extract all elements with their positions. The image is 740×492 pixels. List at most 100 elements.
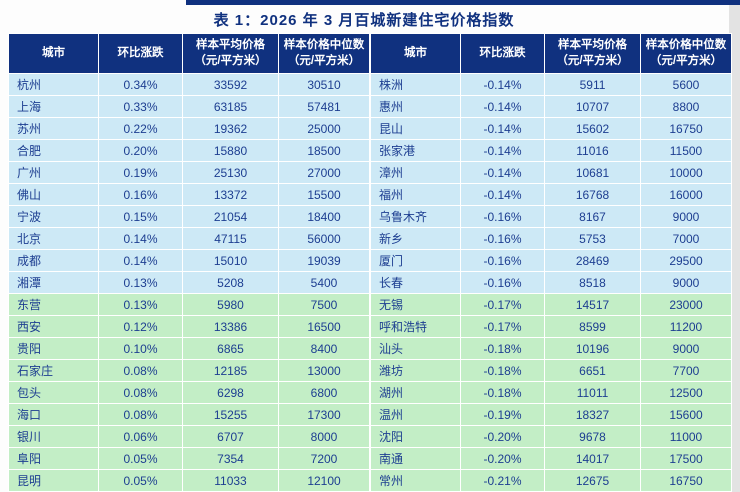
city-cell: 杭州 xyxy=(8,73,99,96)
avg-price-cell: 5911 xyxy=(544,73,641,96)
avg-price-cell: 10681 xyxy=(544,161,641,184)
median-price-cell: 13000 xyxy=(278,359,370,382)
city-cell: 长春 xyxy=(370,271,461,294)
table-row: 惠州 -0.14% 10707 8800 xyxy=(370,95,732,118)
avg-price-cell: 15010 xyxy=(182,249,279,272)
median-price-cell: 7500 xyxy=(278,293,370,316)
median-price-cell: 7000 xyxy=(640,227,732,250)
change-cell: 0.14% xyxy=(98,249,183,272)
change-cell: -0.16% xyxy=(460,249,545,272)
avg-price-cell: 11033 xyxy=(182,469,279,492)
change-cell: 0.14% xyxy=(98,227,183,250)
city-cell: 银川 xyxy=(8,425,99,448)
city-cell: 潍坊 xyxy=(370,359,461,382)
avg-price-cell: 11011 xyxy=(544,381,641,404)
table-row: 银川 0.06% 6707 8000 xyxy=(8,425,370,448)
table-title: 表 1：2026 年 3 月百城新建住宅价格指数 xyxy=(213,12,515,29)
table-row: 贵阳 0.10% 6865 8400 xyxy=(8,337,370,360)
change-cell: -0.20% xyxy=(460,425,545,448)
avg-price-cell: 5980 xyxy=(182,293,279,316)
table-row: 乌鲁木齐 -0.16% 8167 9000 xyxy=(370,205,732,228)
column-header: 样本价格中位数 （元/平方米） xyxy=(640,33,732,74)
city-cell: 福州 xyxy=(370,183,461,206)
city-cell: 昆明 xyxy=(8,469,99,492)
median-price-cell: 12100 xyxy=(278,469,370,492)
change-cell: -0.14% xyxy=(460,117,545,140)
city-cell: 北京 xyxy=(8,227,99,250)
change-cell: 0.34% xyxy=(98,73,183,96)
price-table-left: 城市 环比涨跌 样本平均价格 （元/平方米） 样本价格中位数 （元/平方米） 杭州 0.34… xyxy=(8,33,370,492)
avg-price-cell: 13386 xyxy=(182,315,279,338)
scrollbar-track[interactable] xyxy=(729,0,740,492)
avg-price-cell: 5753 xyxy=(544,227,641,250)
table-row: 合肥 0.20% 15880 18500 xyxy=(8,139,370,162)
city-cell: 温州 xyxy=(370,403,461,426)
city-cell: 厦门 xyxy=(370,249,461,272)
change-cell: 0.08% xyxy=(98,403,183,426)
city-cell: 汕头 xyxy=(370,337,461,360)
table-row: 海口 0.08% 15255 17300 xyxy=(8,403,370,426)
avg-price-cell: 15602 xyxy=(544,117,641,140)
median-price-cell: 57481 xyxy=(278,95,370,118)
median-price-cell: 16000 xyxy=(640,183,732,206)
city-cell: 乌鲁木齐 xyxy=(370,205,461,228)
tables-container: 城市 环比涨跌 样本平均价格 （元/平方米） 样本价格中位数 （元/平方米） 杭州 0.34… xyxy=(8,33,732,492)
table-body-left: 杭州 0.34% 33592 30510 上海 0.33% 63185 57481 苏州 0.22… xyxy=(8,73,370,492)
median-price-cell: 18500 xyxy=(278,139,370,162)
median-price-cell: 5600 xyxy=(640,73,732,96)
header-row: 城市 环比涨跌 样本平均价格 （元/平方米） 样本价格中位数 （元/平方米） xyxy=(370,33,732,74)
change-cell: 0.16% xyxy=(98,183,183,206)
table-row: 杭州 0.34% 33592 30510 xyxy=(8,73,370,96)
change-cell: -0.18% xyxy=(460,359,545,382)
column-header: 环比涨跌 xyxy=(460,33,545,74)
table-row: 上海 0.33% 63185 57481 xyxy=(8,95,370,118)
table-row: 漳州 -0.14% 10681 10000 xyxy=(370,161,732,184)
avg-price-cell: 11016 xyxy=(544,139,641,162)
change-cell: -0.16% xyxy=(460,205,545,228)
change-cell: 0.06% xyxy=(98,425,183,448)
table-row: 西安 0.12% 13386 16500 xyxy=(8,315,370,338)
city-cell: 石家庄 xyxy=(8,359,99,382)
city-cell: 阜阳 xyxy=(8,447,99,470)
table-row: 阜阳 0.05% 7354 7200 xyxy=(8,447,370,470)
table-row: 沈阳 -0.20% 9678 11000 xyxy=(370,425,732,448)
avg-price-cell: 47115 xyxy=(182,227,279,250)
median-price-cell: 9000 xyxy=(640,337,732,360)
avg-price-cell: 19362 xyxy=(182,117,279,140)
table-row: 成都 0.14% 15010 19039 xyxy=(8,249,370,272)
city-cell: 苏州 xyxy=(8,117,99,140)
change-cell: -0.20% xyxy=(460,447,545,470)
avg-price-cell: 14517 xyxy=(544,293,641,316)
median-price-cell: 12500 xyxy=(640,381,732,404)
avg-price-cell: 13372 xyxy=(182,183,279,206)
avg-price-cell: 15255 xyxy=(182,403,279,426)
avg-price-cell: 10707 xyxy=(544,95,641,118)
median-price-cell: 17500 xyxy=(640,447,732,470)
change-cell: -0.14% xyxy=(460,95,545,118)
median-price-cell: 8000 xyxy=(278,425,370,448)
avg-price-cell: 21054 xyxy=(182,205,279,228)
median-price-cell: 8800 xyxy=(640,95,732,118)
median-price-cell: 9000 xyxy=(640,205,732,228)
change-cell: -0.14% xyxy=(460,139,545,162)
city-cell: 宁波 xyxy=(8,205,99,228)
table-row: 佛山 0.16% 13372 15500 xyxy=(8,183,370,206)
median-price-cell: 25000 xyxy=(278,117,370,140)
city-cell: 南通 xyxy=(370,447,461,470)
change-cell: -0.21% xyxy=(460,469,545,492)
column-header: 城市 xyxy=(8,33,99,74)
city-cell: 无锡 xyxy=(370,293,461,316)
change-cell: -0.14% xyxy=(460,73,545,96)
change-cell: 0.05% xyxy=(98,469,183,492)
city-cell: 沈阳 xyxy=(370,425,461,448)
avg-price-cell: 14017 xyxy=(544,447,641,470)
column-header: 城市 xyxy=(370,33,461,74)
city-cell: 张家港 xyxy=(370,139,461,162)
median-price-cell: 16750 xyxy=(640,117,732,140)
change-cell: 0.20% xyxy=(98,139,183,162)
city-cell: 合肥 xyxy=(8,139,99,162)
change-cell: -0.16% xyxy=(460,271,545,294)
change-cell: -0.18% xyxy=(460,381,545,404)
city-cell: 贵阳 xyxy=(8,337,99,360)
